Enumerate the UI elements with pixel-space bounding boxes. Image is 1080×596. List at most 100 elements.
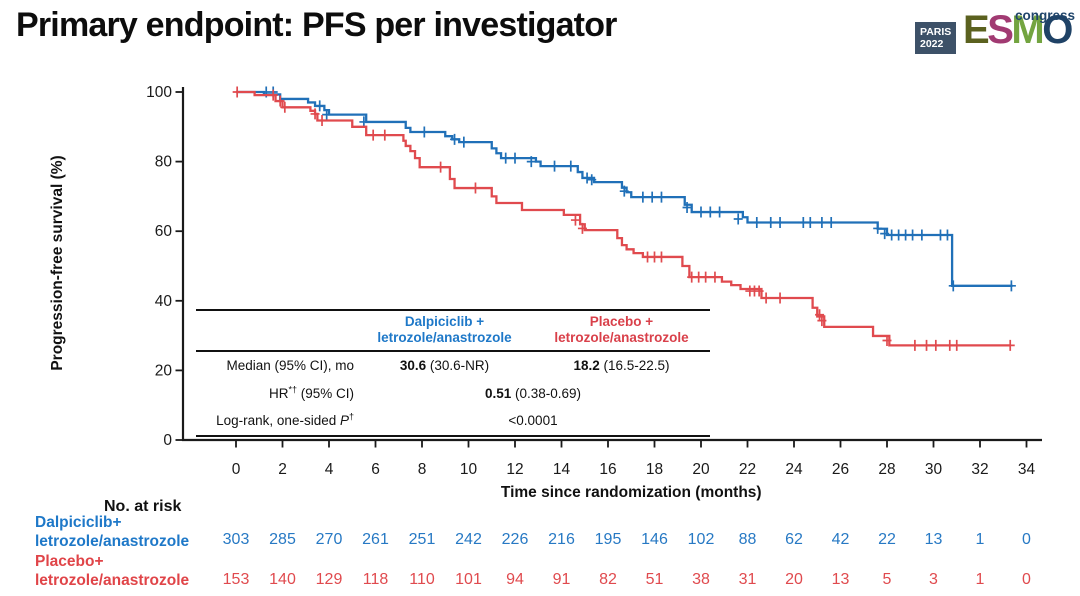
svg-text:20: 20 [155,362,173,379]
hr-value: 0.51 (0.38-0.69) [484,385,582,401]
svg-text:261: 261 [362,531,389,548]
svg-text:153: 153 [223,571,250,588]
esmo-wordmark: ESMO [963,8,1073,52]
svg-text:88: 88 [739,531,757,548]
esmo-congress-logo: PARIS 2022 ESMO congress [915,6,1075,62]
censor-marks-dalpiciclib [261,86,1016,292]
svg-text:40: 40 [155,293,173,310]
svg-text:18: 18 [646,461,663,478]
svg-text:26: 26 [832,461,849,478]
svg-text:60: 60 [155,223,173,240]
stats-row-median: Median (95% CI), mo 30.6 (30.6-NR) 18.2 … [196,352,710,380]
svg-text:4: 4 [325,461,334,478]
svg-text:110: 110 [409,571,435,588]
stats-table: Dalpiciclib + letrozole/anastrozole Plac… [196,309,710,437]
svg-text:2: 2 [278,461,287,478]
svg-text:1: 1 [976,571,985,588]
stats-row-logrank: Log-rank, one-sided P† <0.0001 [196,407,710,435]
svg-text:30: 30 [925,461,943,478]
svg-text:129: 129 [316,571,343,588]
svg-text:102: 102 [688,531,715,548]
svg-text:12: 12 [506,461,523,478]
svg-text:195: 195 [595,531,622,548]
page-title: Primary endpoint: PFS per investigator [16,6,617,44]
svg-text:62: 62 [785,531,803,548]
svg-text:0: 0 [1022,571,1031,588]
svg-text:34: 34 [1018,461,1036,478]
axes [181,87,1042,442]
svg-text:118: 118 [363,571,389,588]
stats-col-dalpiciclib: Dalpiciclib + letrozole/anastrozole [377,314,512,345]
svg-text:6: 6 [371,461,380,478]
stats-row-hr: HR*† (95% CI) 0.51 (0.38-0.69) [196,380,710,408]
stats-col-placebo: Placebo + letrozole/anastrozole [554,314,689,345]
y-axis-ticks: 0 20 40 60 80 100 [146,84,183,449]
svg-text:24: 24 [785,461,803,478]
svg-text:100: 100 [146,84,172,101]
median-value-placebo: 18.2 (16.5-22.5) [573,358,670,374]
svg-text:242: 242 [455,531,482,548]
stats-table-header-row: Dalpiciclib + letrozole/anastrozole Plac… [196,311,710,352]
hr-label: HR*† (95% CI) [268,384,354,401]
svg-text:80: 80 [155,154,173,171]
risk-numbers-placebo: 153 140 129 118 110 101 94 91 82 51 38 31 20 13 5 3 1 0 [223,571,1031,588]
year-label: 2022 [920,38,944,51]
svg-text:0: 0 [1022,531,1031,548]
logrank-label: Log-rank, one-sided P† [216,411,354,429]
censor-marks-placebo [232,86,1015,351]
logrank-value: <0.0001 [508,413,558,429]
svg-text:20: 20 [785,571,803,588]
median-value-dalpiciclib: 30.6 (30.6-NR) [399,358,490,374]
svg-text:22: 22 [739,461,756,478]
svg-text:140: 140 [269,571,296,588]
svg-text:22: 22 [878,531,896,548]
svg-text:5: 5 [883,571,892,588]
svg-text:31: 31 [739,571,757,588]
x-axis-ticks: 0 2 4 6 8 10 12 14 16 18 20 22 24 26 28 30 32 34 [232,440,1036,478]
congress-label: congress [1014,8,1075,23]
svg-text:101: 101 [455,571,482,588]
svg-text:94: 94 [506,571,524,588]
risk-numbers-dalpiciclib: 303 285 270 261 251 242 226 216 195 146 102 88 62 42 2… [223,531,1031,548]
svg-text:91: 91 [553,571,571,588]
paris-label: PARIS [920,26,952,38]
esmo-letter: E [963,8,990,52]
svg-text:82: 82 [599,571,617,588]
svg-text:303: 303 [223,531,250,548]
risk-label-dalpiciclib: Dalpiciclib+ letrozole/anastrozole [35,514,190,550]
svg-text:146: 146 [641,531,668,548]
svg-text:0: 0 [232,461,241,478]
svg-text:0: 0 [163,432,172,449]
svg-text:216: 216 [548,531,575,548]
svg-text:8: 8 [418,461,427,478]
svg-text:3: 3 [929,571,938,588]
svg-text:28: 28 [878,461,895,478]
svg-text:226: 226 [502,531,529,548]
svg-text:251: 251 [409,531,436,548]
svg-text:10: 10 [460,461,478,478]
y-axis-title: Progression-free survival (%) [49,155,66,370]
x-axis-title: Time since randomization (months) [501,484,762,501]
svg-text:16: 16 [599,461,616,478]
svg-text:51: 51 [646,571,664,588]
svg-text:14: 14 [553,461,571,478]
esmo-letter: O [1042,8,1073,52]
svg-text:42: 42 [832,531,850,548]
svg-text:32: 32 [971,461,988,478]
svg-text:38: 38 [692,571,710,588]
risk-table-header: No. at risk [104,498,182,515]
svg-text:20: 20 [692,461,710,478]
svg-text:270: 270 [316,531,343,548]
svg-text:13: 13 [832,571,850,588]
km-curve-placebo [236,90,1011,347]
svg-text:285: 285 [269,531,296,548]
svg-text:1: 1 [976,531,985,548]
svg-text:13: 13 [925,531,943,548]
paris-2022-badge: PARIS 2022 [915,22,957,55]
esmo-letter: S [987,8,1014,52]
median-label: Median (95% CI), mo [226,358,354,374]
esmo-letter: M [1011,8,1044,52]
risk-label-placebo: Placebo+ letrozole/anastrozole [35,553,190,589]
